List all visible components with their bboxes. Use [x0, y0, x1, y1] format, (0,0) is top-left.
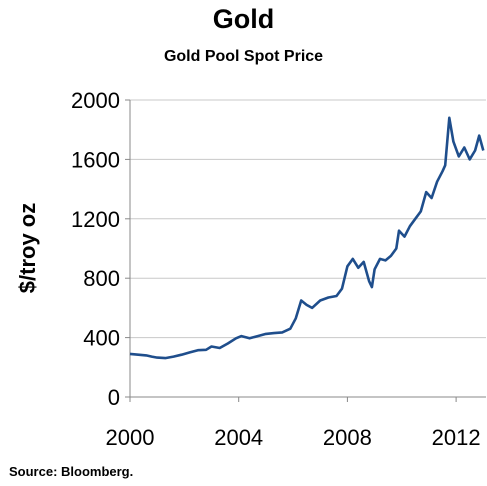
y-tick-label-0: 0 [108, 385, 120, 410]
x-tick-label-2008: 2008 [323, 425, 372, 450]
source-note: Source: Bloomberg. [9, 464, 134, 479]
y-tick-label-800: 800 [83, 266, 120, 291]
x-tick-label-2004: 2004 [214, 425, 263, 450]
gridlines [130, 99, 486, 339]
gold-price-line [129, 116, 485, 360]
x-tick-labels: 2000 2004 2008 2012 [106, 425, 481, 450]
y-tick-labels: 0 400 800 1200 1600 2000 [71, 88, 120, 410]
chart-title: Gold [212, 4, 275, 34]
chart-subtitle: Gold Pool Spot Price [163, 48, 324, 65]
x-tick-label-2000: 2000 [106, 425, 155, 450]
y-axis-label: $/troy oz [15, 203, 40, 293]
y-tick-label-2000: 2000 [71, 88, 120, 113]
y-tick-label-1600: 1600 [71, 147, 120, 172]
y-tick-label-1200: 1200 [71, 207, 120, 232]
axes [125, 99, 486, 402]
x-tick-label-2012: 2012 [432, 425, 481, 450]
y-tick-label-400: 400 [83, 326, 120, 351]
